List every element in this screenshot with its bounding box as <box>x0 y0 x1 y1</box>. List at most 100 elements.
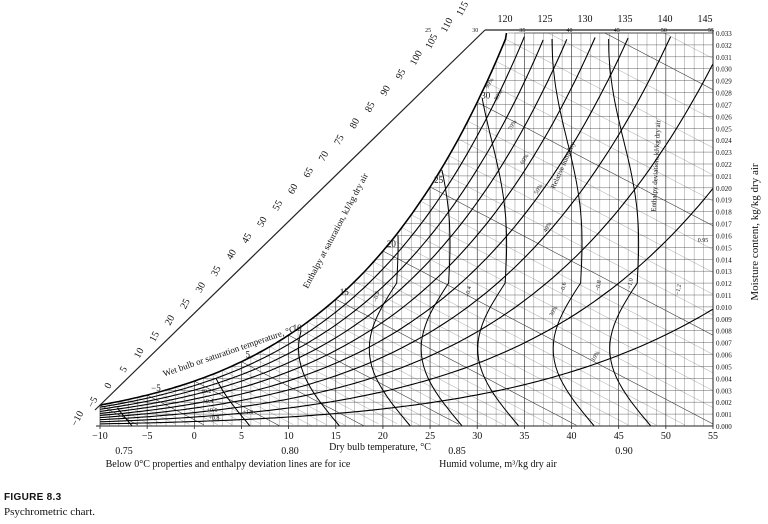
wet-bulb-label: 15 <box>340 287 350 297</box>
x-axis-title: Dry bulb temperature, °C <box>329 442 431 453</box>
enthalpy-tick-label: 20 <box>163 313 177 327</box>
y-tick-label: 0.015 <box>716 244 732 252</box>
y-tick-label: 0.032 <box>716 42 732 50</box>
wet-bulb-line <box>279 341 440 426</box>
y-tick-label: 0.017 <box>716 221 732 229</box>
ice-footnote: Below 0°C properties and enthalpy deviat… <box>106 459 351 470</box>
wet-bulb-line <box>364 271 657 426</box>
enthalpy-tick-label: 90 <box>379 84 393 98</box>
wet-bulb-line <box>260 351 398 424</box>
x-tick-label: 55 <box>708 431 718 442</box>
enthalpy-deviation-label: −0.8 <box>595 280 603 292</box>
enthalpy-top-tick-label: 140 <box>658 14 673 25</box>
x-tick-label: −10 <box>92 431 108 442</box>
enthalpy-tick-label: 65 <box>302 166 316 180</box>
enthalpy-tick-label: 40 <box>225 248 239 262</box>
rh-percent-label: 60% <box>520 153 531 166</box>
humid-volume-label: 0.95 <box>698 238 709 244</box>
y-tick-label: 0.016 <box>716 232 732 240</box>
enthalpy-tick-label: 25 <box>178 297 192 311</box>
y-tick-label: 0.001 <box>716 411 732 419</box>
wet-bulb-line <box>533 32 714 59</box>
x-tick-label: 50 <box>661 431 671 442</box>
enthalpy-tick-label: 30 <box>194 281 208 295</box>
humid-volume-title: Humid volume, m³/kg dry air <box>439 459 557 470</box>
relative-humidity-curve <box>99 36 672 419</box>
y-tick-label: 0.009 <box>716 316 732 324</box>
y-tick-label: 0.027 <box>716 101 732 109</box>
enthalpy-top-tick-label: 135 <box>618 14 633 25</box>
enthalpy-tick-label: 105 <box>424 32 441 50</box>
figure-label: FIGURE 8.3 <box>4 492 62 503</box>
rh-percent-label: 80% <box>494 89 505 102</box>
x-tick-label: 35 <box>519 431 529 442</box>
y-tick-label: 0.011 <box>716 292 732 300</box>
enthalpy-tick-label: 50 <box>255 215 269 229</box>
enthalpy-tick-label: 115 <box>454 0 471 18</box>
wet-bulb-line <box>477 102 714 227</box>
top-dry-bulb-label: 35 <box>519 28 525 34</box>
enthalpy-tick-label: 60 <box>286 182 300 196</box>
y-tick-label: 0.025 <box>716 125 732 133</box>
enthalpy-top-tick-label: 145 <box>698 14 713 25</box>
y-tick-label: 0.030 <box>716 66 732 74</box>
enthalpy-scale-line <box>94 29 486 411</box>
enthalpy-deviation-label: +0.2 <box>201 389 212 395</box>
relative-humidity-curve <box>99 37 629 417</box>
wet-bulb-label: −5 <box>151 383 161 393</box>
y-tick-label: 0.010 <box>716 304 732 312</box>
x-tick-label: 15 <box>331 431 341 442</box>
enthalpy-top-tick-label: 130 <box>578 14 593 25</box>
x-tick-label: −5 <box>142 431 153 442</box>
enthalpy-deviation-curve <box>368 235 411 427</box>
top-dry-bulb-label: 40 <box>567 28 573 34</box>
enthalpy-deviation-label: +0.4 <box>203 399 214 405</box>
chart-curves <box>94 29 714 427</box>
y-tick-label: 0.008 <box>716 328 732 336</box>
enthalpy-tick-label: 0 <box>103 381 115 391</box>
enthalpy-deviation-label: +0.8 <box>209 416 220 422</box>
x-tick-label: 45 <box>614 431 624 442</box>
y-tick-label: 0.024 <box>716 137 732 145</box>
enthalpy-tick-label: 5 <box>118 365 130 375</box>
y-tick-label: 0.019 <box>716 197 732 205</box>
chart-labels: −10 −5 0 5 10 15 20 25 30 35 40 45 50 550.0000.0010.0… <box>69 0 732 457</box>
enthalpy-deviation-label: −1.2 <box>675 284 683 296</box>
y-tick-label: 0.020 <box>716 185 732 193</box>
humid-volume-label: 0.75 <box>115 446 133 457</box>
enthalpy-tick-label: −10 <box>69 409 86 428</box>
wet-bulb-line <box>411 214 714 373</box>
y-tick-label: 0.000 <box>716 423 732 431</box>
enthalpy-tick-label: 45 <box>240 231 254 245</box>
top-dry-bulb-label: 25 <box>425 28 431 34</box>
enthalpy-deviation-label: −0.6 <box>560 282 568 294</box>
wet-bulb-label: 10 <box>293 323 303 333</box>
wet-bulb-line <box>213 374 313 426</box>
y-tick-label: 0.033 <box>716 30 732 38</box>
relative-humidity-curve <box>99 63 714 421</box>
wet-bulb-line <box>147 394 204 425</box>
wet-bulb-label: 20 <box>387 239 397 249</box>
enthalpy-tick-label: 95 <box>394 67 408 81</box>
wet-bulb-line <box>505 39 714 148</box>
y-tick-label: 0.007 <box>716 340 732 348</box>
enthalpy-deviation-curve <box>477 98 520 427</box>
wet-bulb-line <box>316 314 525 424</box>
relative-humidity-curve <box>99 36 525 408</box>
enthalpy-top-tick-label: 125 <box>538 14 553 25</box>
wet-bulb-line <box>288 334 459 425</box>
relative-humidity-curve <box>99 39 544 410</box>
enthalpy-deviation-label: −1.0 <box>627 278 635 290</box>
enthalpy-tick-label: 70 <box>317 149 331 163</box>
y-axis-title: Moisture content, kg/kg dry air <box>749 163 761 301</box>
top-dry-bulb-label: 50 <box>661 28 667 34</box>
wet-bulb-line <box>420 201 714 355</box>
humid-volume-label: 0.85 <box>448 446 466 457</box>
enthalpy-at-saturation-title: Enthalpy at saturation, kJ/kg dry air <box>301 171 370 290</box>
enthalpy-tick-label: 80 <box>348 117 362 131</box>
top-dry-bulb-label: 45 <box>614 28 620 34</box>
wet-bulb-line <box>307 321 506 426</box>
wet-bulb-line <box>392 239 714 408</box>
enthalpy-deviation-curve <box>215 378 251 427</box>
wet-bulb-line <box>486 82 714 202</box>
